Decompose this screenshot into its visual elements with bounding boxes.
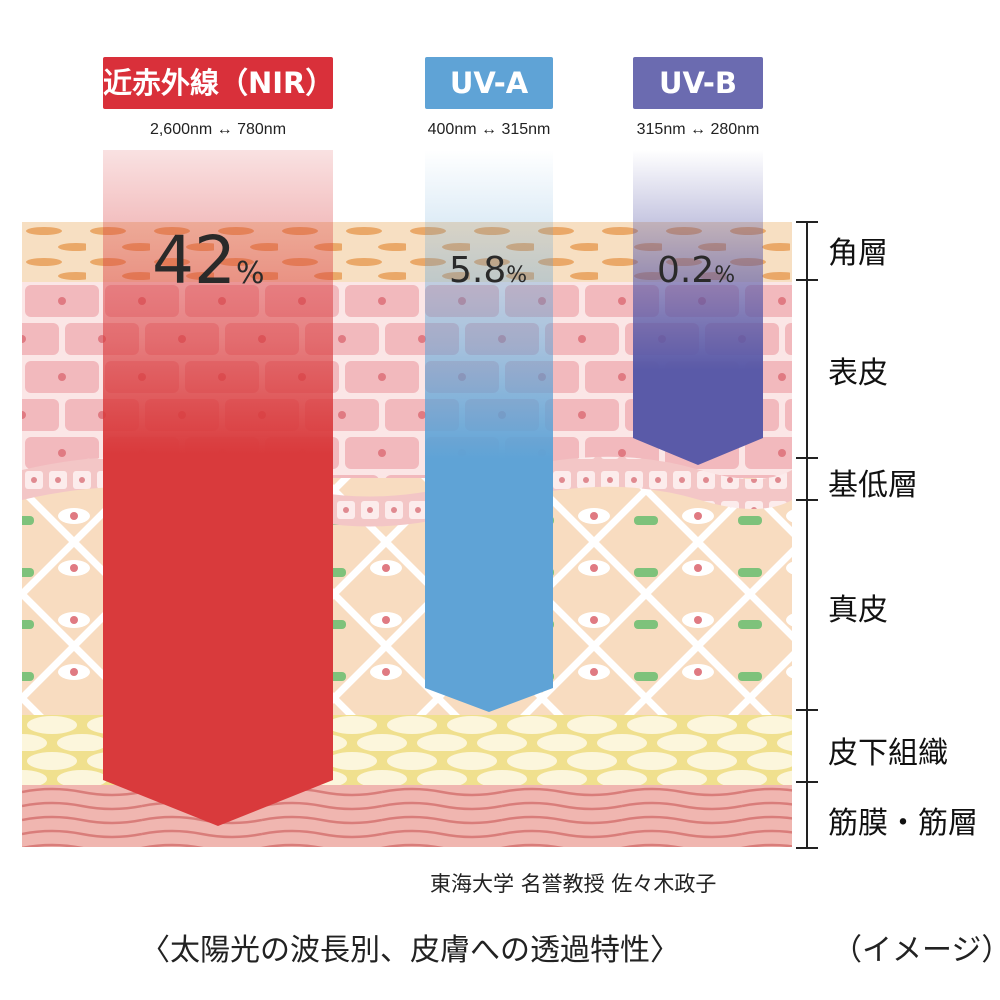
nir-range: 2,600nm ↔ 780nm <box>149 121 287 138</box>
caption: 〈太陽光の波長別、皮膚への透過特性〉 <box>140 933 680 968</box>
uvb-percent-unit: % <box>714 263 736 288</box>
nir-percent: 42% <box>152 222 265 299</box>
credit: 東海大学 名誉教授 佐々木政子 <box>430 872 717 896</box>
nir-beam <box>103 150 333 826</box>
uva-percent-unit: % <box>506 263 528 288</box>
uvb-range: 315nm ↔ 280nm <box>636 121 760 138</box>
nir-percent-value: 42 <box>152 222 236 299</box>
nir-percent-unit: % <box>235 256 265 291</box>
uvb-percent-value: 0.2 <box>657 250 715 291</box>
layer-label-dermis: 真皮 <box>828 593 888 628</box>
uva-percent: 5.8% <box>449 250 527 291</box>
layer-brackets <box>796 221 818 849</box>
layer-label-fascia-muscle: 筋膜・筋層 <box>828 806 978 841</box>
image-note: （イメージ） <box>832 933 1000 968</box>
uvb-label: UV-B <box>633 57 763 109</box>
uvb-percent: 0.2% <box>657 250 735 291</box>
uva-label: UV-A <box>425 57 553 109</box>
nir-label: 近赤外線（NIR） <box>103 57 334 109</box>
layer-label-subcutis: 皮下組織 <box>828 736 948 771</box>
layer-label-basal: 基低層 <box>828 468 918 503</box>
uva-percent-value: 5.8 <box>449 250 507 291</box>
uva-range: 400nm ↔ 315nm <box>427 121 551 138</box>
layer-label-epidermis: 表皮 <box>828 356 888 391</box>
uvb-beam <box>633 150 763 465</box>
layer-label-corneum: 角層 <box>828 236 888 271</box>
uva-beam <box>425 150 553 712</box>
